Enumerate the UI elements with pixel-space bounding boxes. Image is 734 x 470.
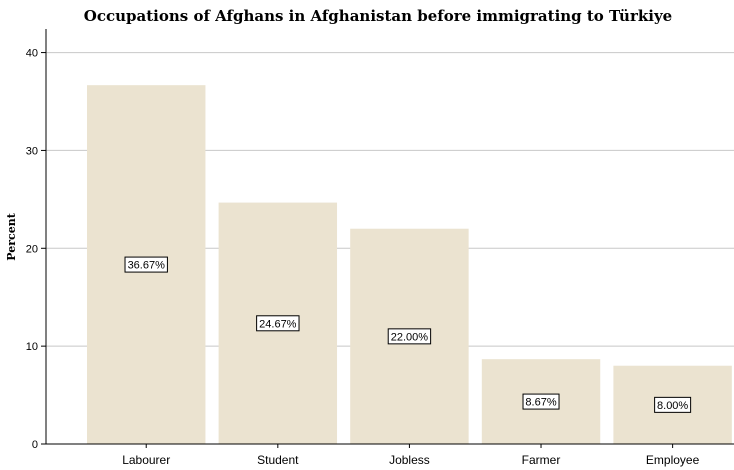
axes: 0 10 20 30 40 Labourer Student Jobless Farmer Emp… xyxy=(26,29,734,467)
y-tick-label: 0 xyxy=(32,439,38,451)
bars xyxy=(87,85,732,444)
data-label-box xyxy=(522,393,560,410)
y-axis-label: Percent xyxy=(5,212,18,260)
x-category-label: Labourer xyxy=(122,453,170,467)
y-tick-label: 20 xyxy=(26,243,38,255)
x-category-label: Student xyxy=(257,453,299,467)
data-label: 24.67% xyxy=(259,318,297,330)
x-category-label: Farmer xyxy=(522,453,561,467)
chart-title: Occupations of Afghans in Afghanistan be… xyxy=(84,7,672,25)
data-label-box xyxy=(124,256,168,273)
y-tick-label: 10 xyxy=(26,341,38,353)
data-label: 36.67% xyxy=(128,260,166,272)
x-category-label: Jobless xyxy=(389,453,430,467)
data-label-box xyxy=(256,315,300,332)
data-label: 22.00% xyxy=(391,331,429,343)
data-label-box xyxy=(387,328,432,345)
data-label: 8.67% xyxy=(525,397,556,409)
x-category-label: Employee xyxy=(646,453,700,467)
data-labels: 36.67% 24.67% 22.00% 8.67% 8.00% xyxy=(124,256,692,413)
data-label: 8.00% xyxy=(657,400,688,412)
y-tick-label: 40 xyxy=(26,48,38,60)
y-tick-label: 30 xyxy=(26,145,38,157)
data-label-box xyxy=(654,396,692,413)
